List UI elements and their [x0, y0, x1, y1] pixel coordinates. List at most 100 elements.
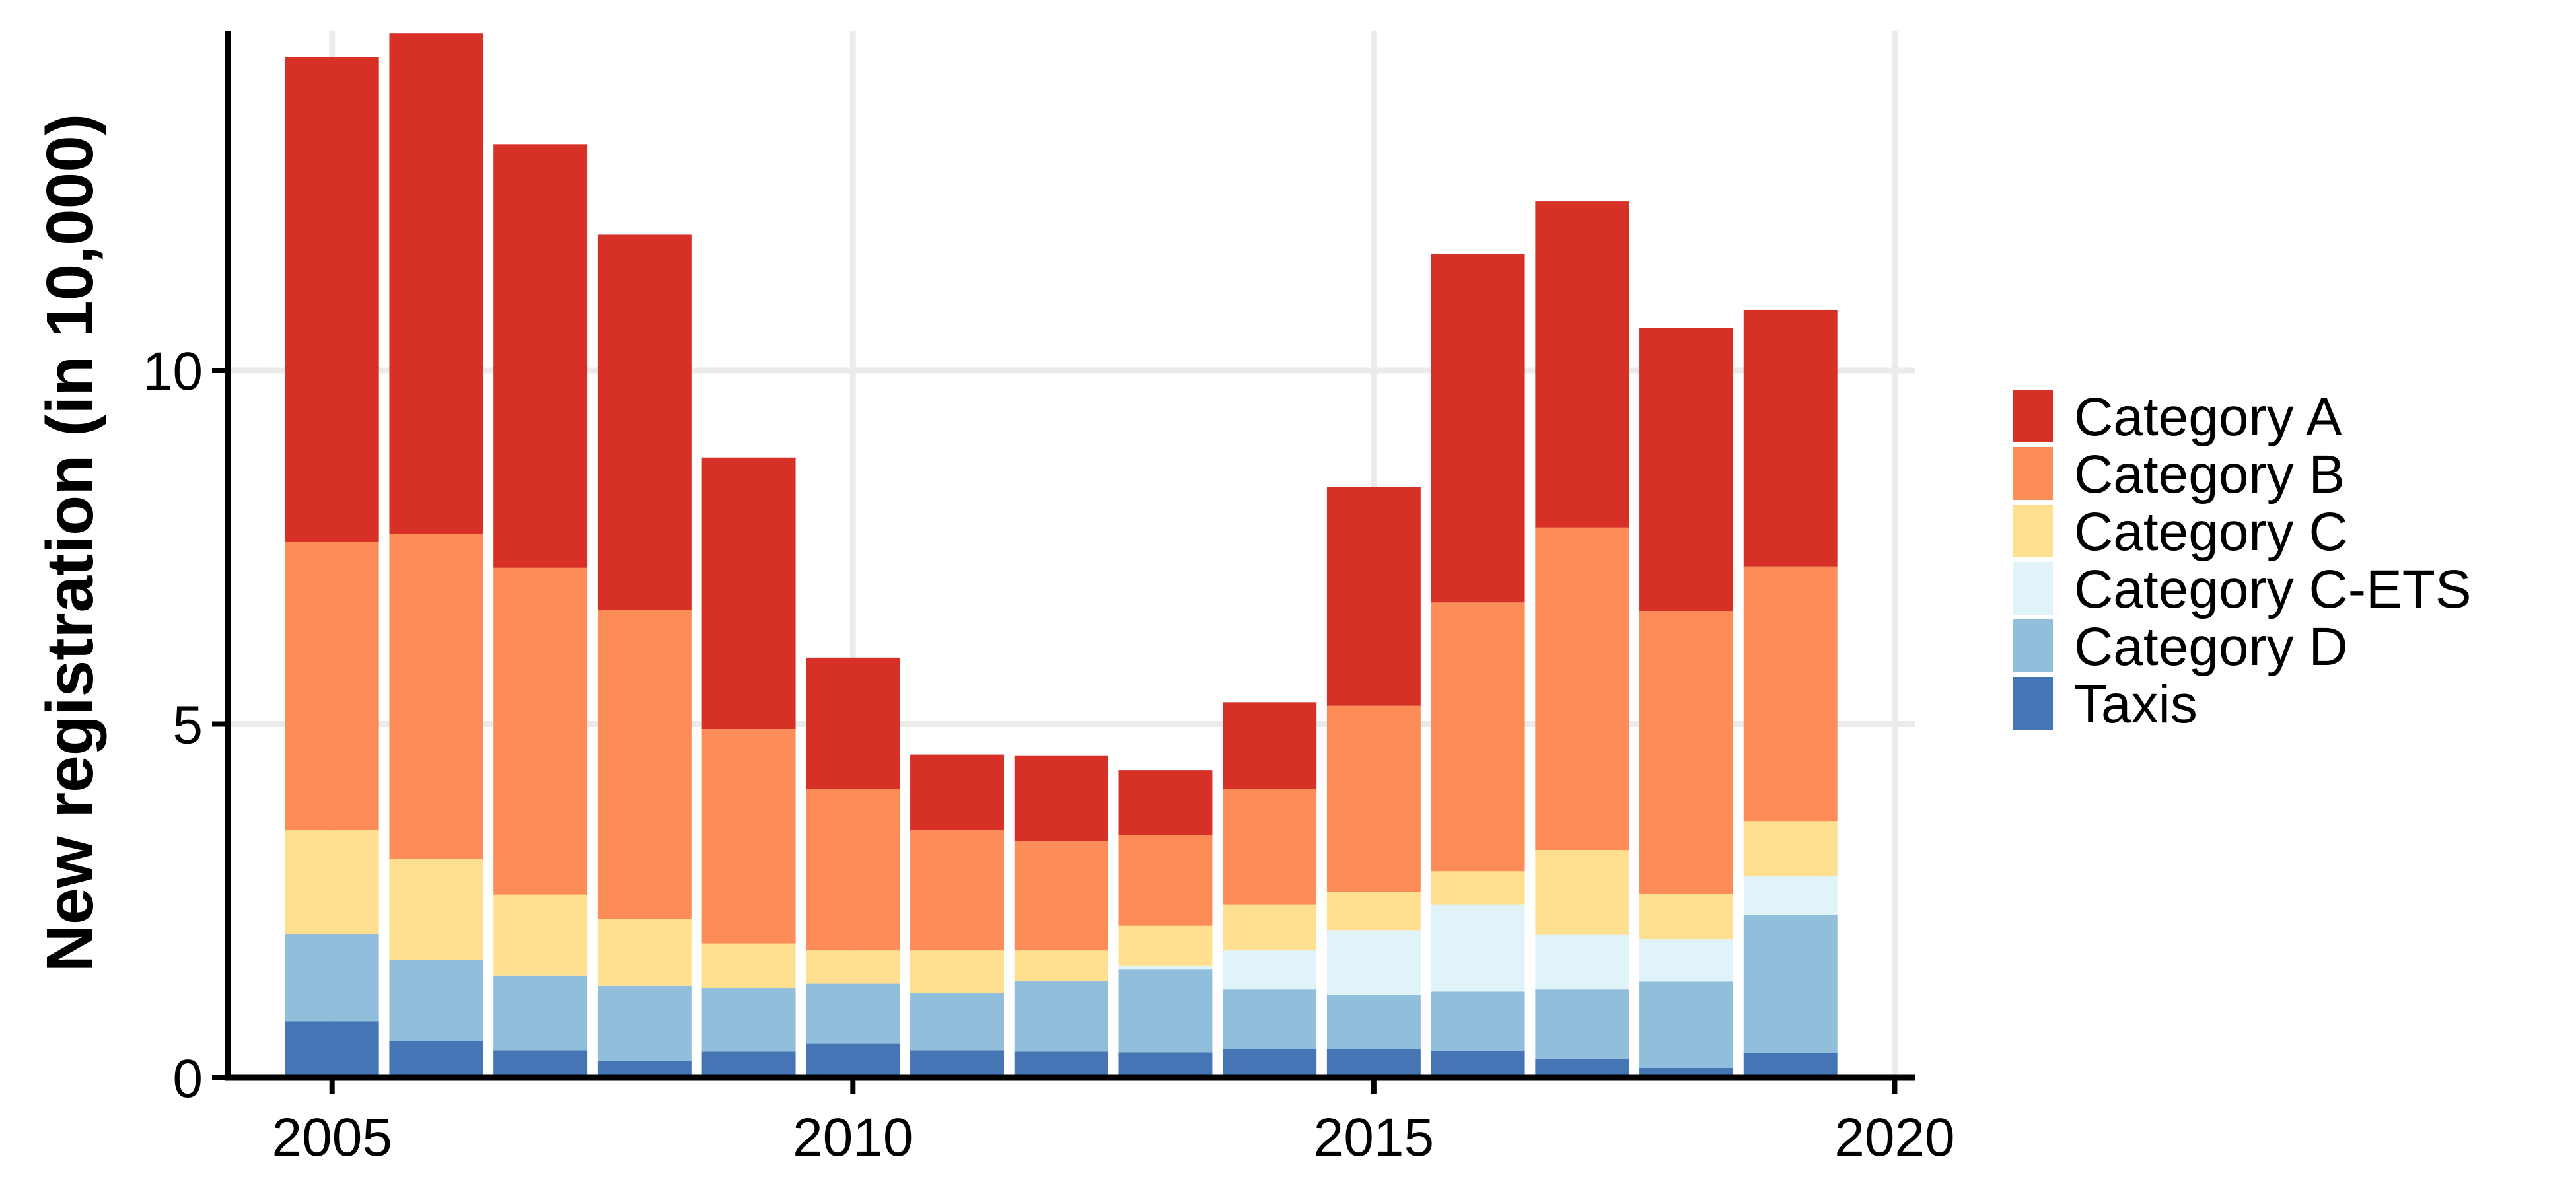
bar-segment-category-d-2013	[1118, 969, 1213, 1053]
bar-segment-category-c-ets-2017	[1535, 934, 1629, 990]
bar-segment-category-c-ets-2015	[1326, 930, 1421, 995]
axes-layer	[225, 31, 1915, 1081]
legend-label-taxis: Taxis	[2074, 674, 2198, 734]
y-tick-label: 10	[143, 341, 203, 402]
bar-segment-category-b-2011	[910, 830, 1004, 951]
bar-segment-category-b-2015	[1326, 705, 1421, 892]
bar-segment-category-d-2009	[701, 987, 796, 1052]
legend-label-category-c-ets: Category C-ETS	[2074, 559, 2472, 619]
bar-segment-category-b-2014	[1223, 789, 1317, 905]
bar-segment-category-c-2012	[1014, 950, 1108, 981]
bar-segment-category-c-ets-2016	[1431, 904, 1525, 992]
bar-segment-category-a-2013	[1118, 770, 1213, 835]
bar-segment-category-a-2007	[493, 144, 588, 568]
bar-segment-category-a-2014	[1223, 702, 1317, 790]
bar-segment-category-a-2009	[701, 457, 796, 730]
bar-segment-category-b-2006	[389, 534, 483, 860]
bar-segment-category-c-ets-2019	[1743, 876, 1838, 915]
bar-segment-category-c-2008	[597, 919, 692, 986]
legend-swatch-category-c	[2013, 505, 2053, 557]
bar-segment-category-b-2008	[597, 610, 692, 919]
bar-segment-category-a-2015	[1326, 487, 1421, 706]
bar-segment-category-d-2012	[1014, 981, 1108, 1052]
legend-swatch-category-d	[2013, 619, 2053, 672]
bar-segment-category-a-2016	[1431, 254, 1525, 603]
bar-segment-taxis-2014	[1223, 1049, 1317, 1078]
x-tick-label: 2020	[1834, 1107, 1954, 1168]
bar-segment-taxis-2007	[493, 1050, 588, 1078]
legend-label-category-b: Category B	[2074, 444, 2345, 505]
bar-segment-category-a-2005	[285, 57, 379, 542]
bar-segment-category-b-2013	[1118, 835, 1213, 926]
bar-segment-taxis-2010	[806, 1043, 900, 1078]
bar-segment-category-d-2008	[597, 985, 692, 1061]
bar-segment-category-b-2007	[493, 567, 588, 895]
bar-segment-category-c-2017	[1535, 850, 1629, 935]
bar-segment-category-d-2010	[806, 983, 900, 1044]
bar-segment-category-b-2019	[1743, 566, 1838, 822]
bar-segment-category-b-2012	[1014, 841, 1108, 951]
bar-segment-category-c-2010	[806, 950, 900, 984]
y-tick-label: 0	[172, 1049, 203, 1109]
bar-segment-category-d-2005	[285, 934, 379, 1022]
bar-segment-category-d-2014	[1223, 989, 1317, 1049]
bar-segment-category-b-2005	[285, 542, 379, 831]
bar-segment-category-c-2011	[910, 950, 1004, 993]
x-tick-label: 2010	[793, 1107, 913, 1168]
legend-label-category-d: Category D	[2074, 617, 2348, 677]
x-tick-label: 2015	[1314, 1107, 1434, 1168]
bar-segment-taxis-2013	[1118, 1052, 1213, 1078]
bar-segment-category-c-2006	[389, 859, 483, 960]
bar-segment-category-a-2006	[389, 33, 483, 534]
bar-segment-category-a-2019	[1743, 309, 1838, 567]
bar-segment-category-a-2018	[1639, 328, 1733, 612]
bar-segment-category-a-2012	[1014, 755, 1108, 841]
bar-segment-category-c-ets-2018	[1639, 939, 1733, 982]
bar-segment-category-c-2009	[701, 943, 796, 988]
bar-segment-category-c-2018	[1639, 894, 1733, 940]
bar-segment-taxis-2019	[1743, 1053, 1838, 1078]
bar-segment-taxis-2015	[1326, 1049, 1421, 1078]
legend-swatch-category-a	[2013, 390, 2053, 442]
bar-segment-category-c-2005	[285, 830, 379, 934]
bar-segment-taxis-2006	[389, 1041, 483, 1078]
bar-segment-category-c-ets-2014	[1223, 950, 1317, 990]
bar-segment-category-d-2016	[1431, 991, 1525, 1051]
bar-segment-category-c-2007	[493, 894, 588, 976]
bar-segment-category-a-2017	[1535, 201, 1629, 528]
bar-segment-category-d-2018	[1639, 981, 1733, 1069]
bar-segment-taxis-2009	[701, 1051, 796, 1078]
legend-label-category-a: Category A	[2074, 387, 2342, 447]
bar-segment-category-b-2018	[1639, 611, 1733, 894]
x-tick-label: 2005	[272, 1107, 392, 1168]
legend-swatch-category-c-ets	[2013, 562, 2053, 615]
bar-segment-category-a-2011	[910, 754, 1004, 831]
bar-segment-category-d-2006	[389, 960, 483, 1041]
bar-segment-taxis-2017	[1535, 1059, 1629, 1078]
bars-layer	[285, 33, 1838, 1078]
bar-segment-taxis-2005	[285, 1021, 379, 1078]
bar-segment-category-c-2016	[1431, 871, 1525, 905]
bar-segment-category-d-2007	[493, 975, 588, 1051]
bar-segment-category-c-2019	[1743, 821, 1838, 876]
bar-segment-category-d-2017	[1535, 989, 1629, 1059]
bar-segment-taxis-2011	[910, 1050, 1004, 1078]
bar-segment-category-c-ets-2013	[1118, 965, 1213, 970]
bar-segment-category-a-2008	[597, 234, 692, 610]
bar-segment-category-c-2013	[1118, 925, 1213, 966]
bar-segment-category-a-2010	[806, 657, 900, 790]
bar-segment-category-d-2015	[1326, 995, 1421, 1049]
bar-segment-category-b-2017	[1535, 527, 1629, 851]
bar-segment-category-b-2009	[701, 729, 796, 944]
legend-label-category-c: Category C	[2074, 502, 2348, 562]
bar-segment-category-d-2019	[1743, 915, 1838, 1053]
legend-swatch-category-b	[2013, 447, 2053, 500]
bar-segment-category-c-2015	[1326, 892, 1421, 931]
y-tick-label: 5	[172, 695, 203, 755]
ticks-layer: 0 5 10 2005 2010 2015 2020	[143, 341, 1955, 1168]
bar-segment-taxis-2016	[1431, 1051, 1525, 1078]
bar-segment-taxis-2012	[1014, 1051, 1108, 1078]
y-axis-label: New registration (in 10,000)	[33, 114, 107, 972]
